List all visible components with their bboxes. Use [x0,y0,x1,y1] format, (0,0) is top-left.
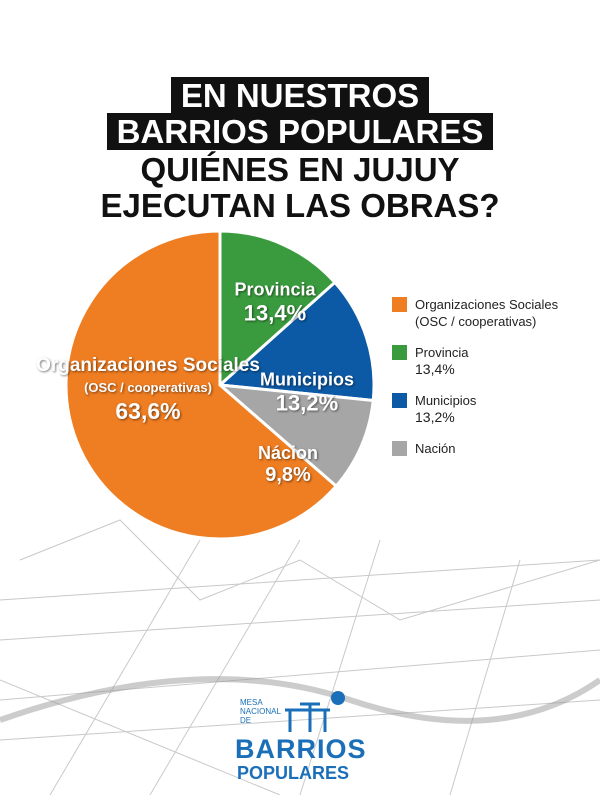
legend-item-municipios: Municipios 13,2% [392,392,592,426]
slice-label-municipios: Municipios 13,2% [260,369,354,416]
logo-barrios: BARRIOS [235,734,367,764]
logo-populares: POPULARES [237,763,350,783]
pie-slice-provincia [218,229,337,389]
legend-item-nacion: Nación [392,440,592,457]
houses-icon [285,691,345,732]
pie-slice-organizaciones-sociales [64,229,339,541]
title-line-3: QUIÉNES EN JUJUY [140,151,460,188]
legend-swatch [392,297,407,312]
legend-swatch [392,345,407,360]
legend: Organizaciones Sociales (OSC / cooperativ… [392,296,592,471]
legend-item-osc: Organizaciones Sociales (OSC / cooperativ… [392,296,592,330]
pie-slice-n-cion [215,383,375,489]
pie-slice-municipios [216,280,376,403]
title-line-1: EN NUESTROS [0,77,600,114]
legend-item-provincia: Provincia 13,4% [392,344,592,378]
slice-label-osc: Organizaciones Sociales (OSC / cooperati… [36,355,260,424]
slice-label-provincia: Provincia 13,4% [234,279,316,326]
title-line-2: BARRIOS POPULARES [0,113,600,150]
legend-swatch [392,393,407,408]
logo-small-text: MESA NACIONAL DE [240,698,281,725]
title-line-4: EJECUTAN LAS OBRAS? [100,187,500,224]
slice-label-nacion: Nácion 9,8% [257,443,319,486]
legend-swatch [392,441,407,456]
